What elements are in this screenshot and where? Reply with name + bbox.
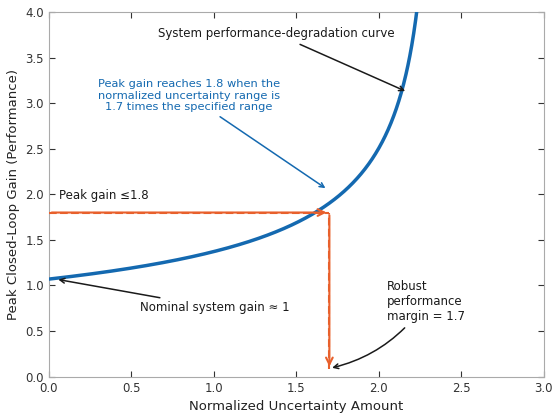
Text: Peak gain ≤1.8: Peak gain ≤1.8 [59, 189, 148, 202]
X-axis label: Normalized Uncertainty Amount: Normalized Uncertainty Amount [189, 400, 404, 413]
Text: Nominal system gain ≈ 1: Nominal system gain ≈ 1 [60, 278, 290, 314]
Text: System performance-degradation curve: System performance-degradation curve [158, 27, 404, 91]
Y-axis label: Peak Closed-Loop Gain (Performance): Peak Closed-Loop Gain (Performance) [7, 69, 20, 320]
Text: Robust
performance
margin = 1.7: Robust performance margin = 1.7 [334, 280, 465, 369]
Text: Peak gain reaches 1.8 when the
normalized uncertainty range is
1.7 times the spe: Peak gain reaches 1.8 when the normalize… [98, 79, 324, 187]
